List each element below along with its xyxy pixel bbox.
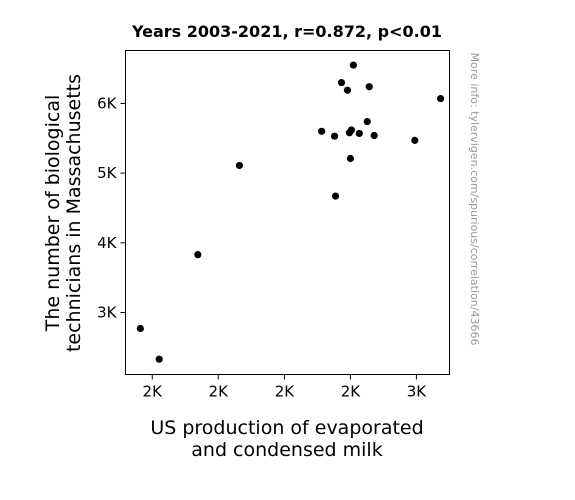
data-point: [436, 94, 445, 103]
data-point: [235, 161, 244, 170]
x-axis-label-line-1: US production of evaporated: [150, 417, 423, 439]
data-points: [136, 61, 445, 363]
y-tick-label: 6K: [97, 94, 118, 112]
data-point: [318, 127, 326, 135]
data-point: [346, 154, 355, 163]
x-tick-label: 2K: [275, 383, 296, 401]
data-point: [349, 61, 357, 69]
y-axis: 3K 4K 5K 6K: [97, 94, 126, 321]
data-point: [411, 136, 419, 144]
chart-title: Years 2003-2021, r=0.872, p<0.01: [131, 22, 442, 41]
x-tick-label: 3K: [407, 383, 428, 401]
data-point: [136, 324, 144, 333]
source-watermark: More info: tylervigen.com/spurious/corre…: [468, 53, 481, 346]
y-tick-label: 3K: [97, 303, 118, 321]
x-tick-label: 2K: [209, 383, 230, 401]
y-axis-label-line-1: The number of biological: [42, 95, 64, 333]
plot-area: [125, 50, 450, 375]
y-axis-label-line-2: technicians in Massachusetts: [63, 74, 85, 352]
x-axis: 2K 2K 2K 2K 3K: [143, 374, 428, 401]
data-point: [355, 129, 363, 138]
x-axis-label-line-2: and condensed milk: [191, 439, 382, 461]
x-tick-label: 2K: [143, 383, 164, 401]
y-tick-label: 4K: [97, 234, 118, 252]
data-point: [331, 192, 340, 200]
data-point: [330, 132, 339, 140]
data-point: [155, 355, 163, 363]
data-point: [337, 78, 346, 87]
data-point: [363, 117, 371, 126]
data-point: [343, 86, 352, 94]
data-point: [370, 131, 378, 140]
data-point: [347, 126, 356, 134]
x-tick-label: 2K: [341, 383, 362, 401]
data-point: [365, 83, 373, 91]
data-point: [194, 251, 202, 259]
y-tick-label: 5K: [97, 164, 118, 182]
